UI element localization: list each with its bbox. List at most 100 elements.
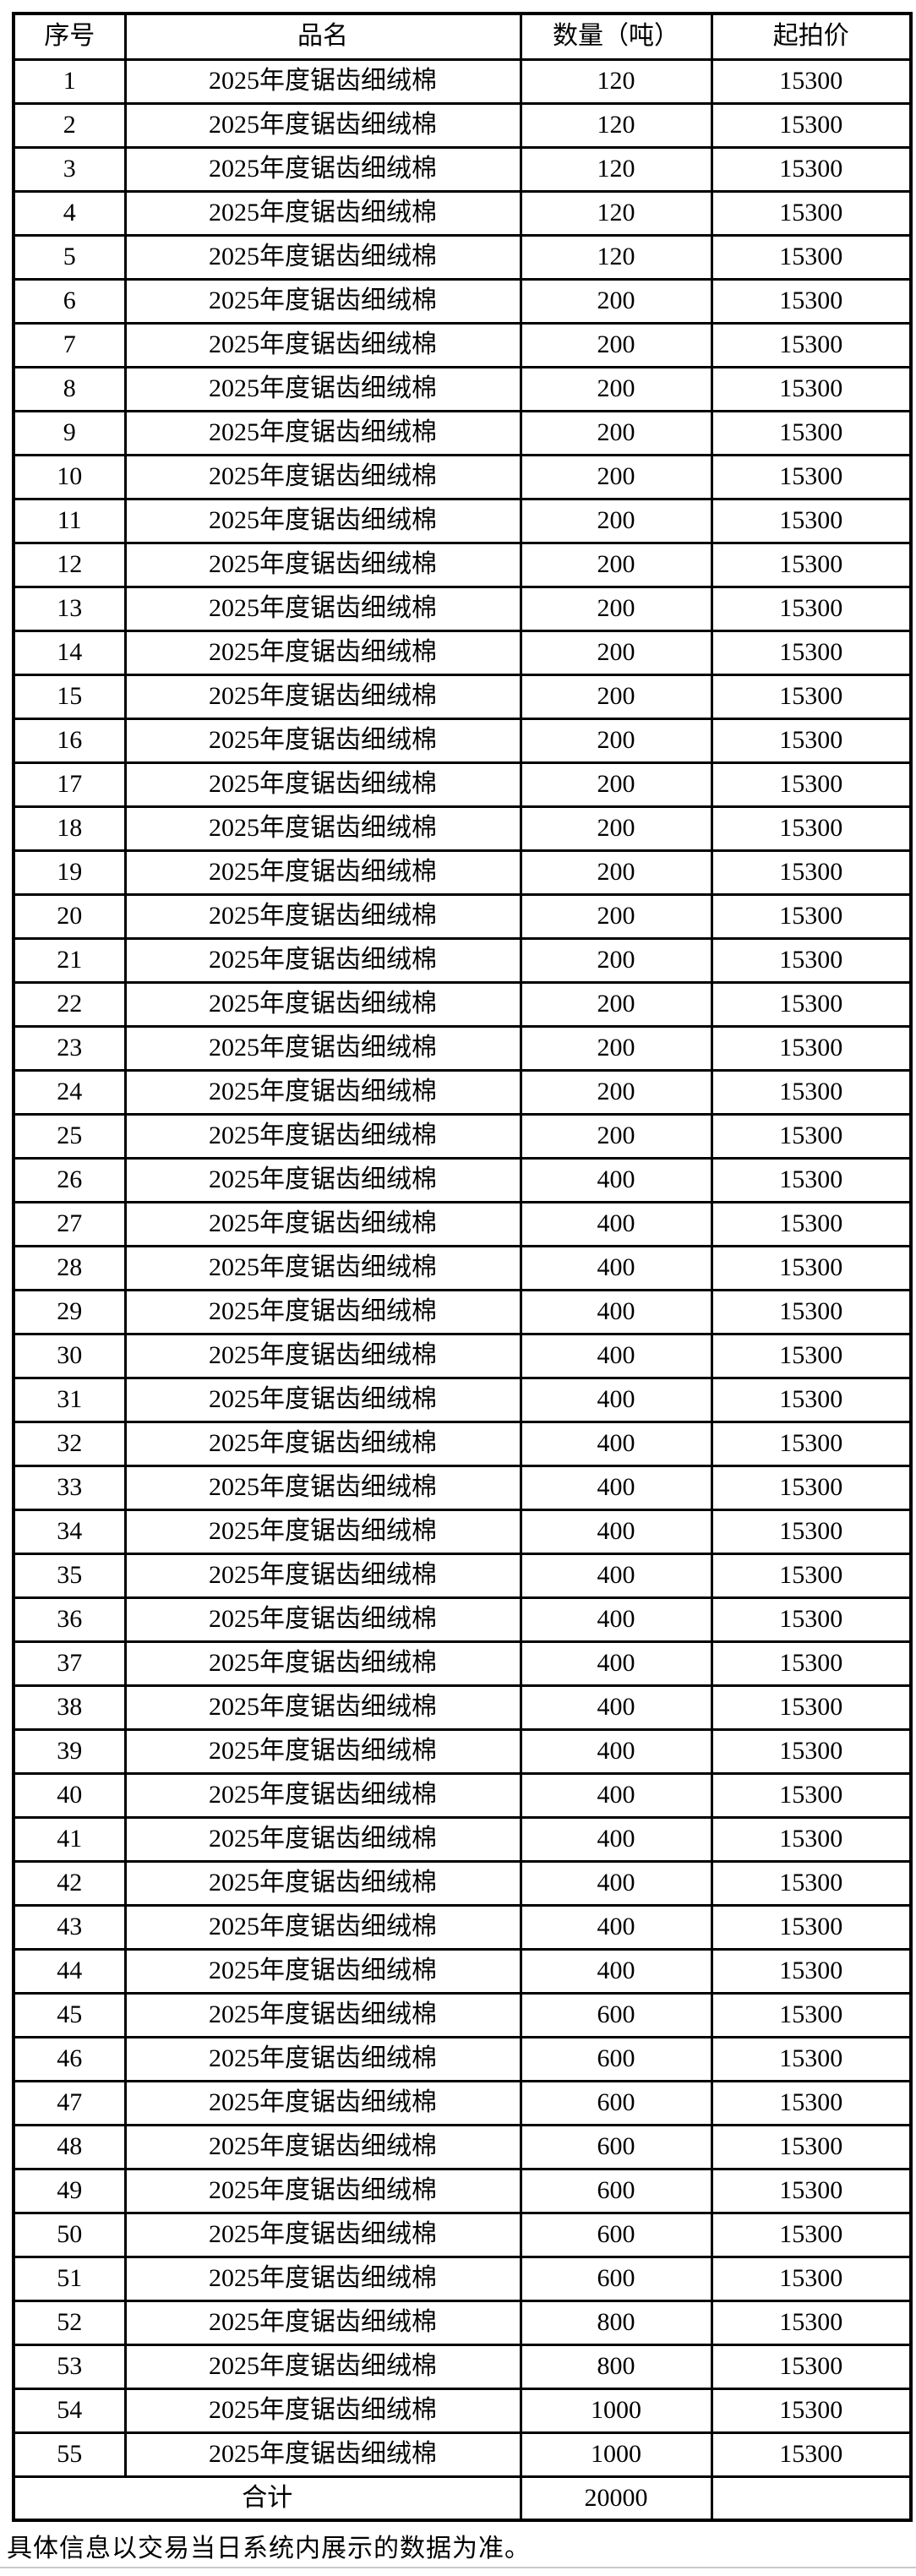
cell-serial-number: 41 <box>12 1815 127 1863</box>
cell-serial-number: 30 <box>12 1332 127 1379</box>
cell-serial-number: 23 <box>12 1024 127 1072</box>
cell-quantity: 400 <box>519 1684 713 1731</box>
cell-quantity: 800 <box>519 2299 713 2346</box>
cell-serial-number: 48 <box>12 2123 127 2170</box>
cell-quantity: 200 <box>519 717 713 764</box>
cell-starting-price: 15300 <box>710 1112 913 1160</box>
cell-quantity: 200 <box>519 892 713 940</box>
cell-starting-price: 15300 <box>710 1991 913 2038</box>
cell-starting-price: 15300 <box>710 2431 913 2478</box>
cell-serial-number: 1 <box>12 57 127 105</box>
cell-quantity: 600 <box>519 2211 713 2258</box>
table-row: 8 2025年度锯齿细绒棉 200 15300 <box>12 365 913 412</box>
cell-starting-price: 15300 <box>710 1684 913 1731</box>
cell-starting-price: 15300 <box>710 321 913 368</box>
cell-starting-price: 15300 <box>710 673 913 720</box>
cell-serial-number: 22 <box>12 980 127 1028</box>
table-row: 34 2025年度锯齿细绒棉 400 15300 <box>12 1508 913 1555</box>
header-row: 序号 品名 数量（吨） 起拍价 <box>12 12 913 61</box>
cell-product-name: 2025年度锯齿细绒棉 <box>123 980 522 1028</box>
table-row: 16 2025年度锯齿细绒棉 200 15300 <box>12 717 913 764</box>
cell-serial-number: 9 <box>12 409 127 456</box>
cell-quantity: 400 <box>519 1376 713 1423</box>
cell-starting-price: 15300 <box>710 2035 913 2082</box>
table-row: 46 2025年度锯齿细绒棉 600 15300 <box>12 2035 913 2082</box>
cell-product-name: 2025年度锯齿细绒棉 <box>123 277 522 325</box>
cell-serial-number: 37 <box>12 1640 127 1687</box>
cell-quantity: 200 <box>519 453 713 500</box>
table-row: 53 2025年度锯齿细绒棉 800 15300 <box>12 2343 913 2390</box>
cell-starting-price: 15300 <box>710 1640 913 1687</box>
table-row: 43 2025年度锯齿细绒棉 400 15300 <box>12 1903 913 1951</box>
cell-starting-price: 15300 <box>710 1376 913 1423</box>
cell-serial-number: 38 <box>12 1684 127 1731</box>
cell-starting-price: 15300 <box>710 145 913 193</box>
cell-starting-price: 15300 <box>710 1508 913 1555</box>
table-row: 27 2025年度锯齿细绒棉 400 15300 <box>12 1200 913 1247</box>
cell-starting-price: 15300 <box>710 2079 913 2126</box>
cell-starting-price: 15300 <box>710 1859 913 1907</box>
cell-product-name: 2025年度锯齿细绒棉 <box>123 761 522 808</box>
table-row: 42 2025年度锯齿细绒棉 400 15300 <box>12 1859 913 1907</box>
table-row: 52 2025年度锯齿细绒棉 800 15300 <box>12 2299 913 2346</box>
table-row: 9 2025年度锯齿细绒棉 200 15300 <box>12 409 913 456</box>
cell-product-name: 2025年度锯齿细绒棉 <box>123 2431 522 2478</box>
cell-serial-number: 35 <box>12 1552 127 1599</box>
cell-starting-price: 15300 <box>710 1024 913 1072</box>
table-row: 50 2025年度锯齿细绒棉 600 15300 <box>12 2211 913 2258</box>
cell-serial-number: 40 <box>12 1771 127 1819</box>
table-row: 48 2025年度锯齿细绒棉 600 15300 <box>12 2123 913 2170</box>
cell-starting-price: 15300 <box>710 1244 913 1291</box>
cell-product-name: 2025年度锯齿细绒棉 <box>123 1552 522 1599</box>
cell-serial-number: 18 <box>12 805 127 852</box>
cell-product-name: 2025年度锯齿细绒棉 <box>123 2079 522 2126</box>
cell-product-name: 2025年度锯齿细绒棉 <box>123 1112 522 1160</box>
cell-starting-price: 15300 <box>710 936 913 984</box>
cell-product-name: 2025年度锯齿细绒棉 <box>123 1684 522 1731</box>
table-row: 25 2025年度锯齿细绒棉 200 15300 <box>12 1112 913 1160</box>
cell-product-name: 2025年度锯齿细绒棉 <box>123 805 522 852</box>
cell-serial-number: 49 <box>12 2167 127 2214</box>
cell-serial-number: 51 <box>12 2255 127 2302</box>
cell-product-name: 2025年度锯齿细绒棉 <box>123 2167 522 2214</box>
cell-starting-price: 15300 <box>710 1596 913 1643</box>
table-row: 18 2025年度锯齿细绒棉 200 15300 <box>12 805 913 852</box>
cell-serial-number: 20 <box>12 892 127 940</box>
cell-quantity: 400 <box>519 1727 713 1775</box>
cell-product-name: 2025年度锯齿细绒棉 <box>123 1068 522 1116</box>
cell-quantity: 200 <box>519 365 713 412</box>
table-header: 序号 品名 数量（吨） 起拍价 <box>12 12 913 61</box>
cell-serial-number: 12 <box>12 541 127 588</box>
cell-starting-price: 15300 <box>710 2123 913 2170</box>
cell-serial-number: 33 <box>12 1464 127 1511</box>
table-row: 49 2025年度锯齿细绒棉 600 15300 <box>12 2167 913 2214</box>
cell-product-name: 2025年度锯齿细绒棉 <box>123 101 522 149</box>
header-starting-price: 起拍价 <box>710 12 913 61</box>
cell-serial-number: 50 <box>12 2211 127 2258</box>
table-row: 28 2025年度锯齿细绒棉 400 15300 <box>12 1244 913 1291</box>
cell-starting-price: 15300 <box>710 761 913 808</box>
cell-quantity: 400 <box>519 1815 713 1863</box>
cell-serial-number: 24 <box>12 1068 127 1116</box>
table-row: 37 2025年度锯齿细绒棉 400 15300 <box>12 1640 913 1687</box>
cell-quantity: 120 <box>519 57 713 105</box>
cell-starting-price: 15300 <box>710 1771 913 1819</box>
cell-starting-price: 15300 <box>710 1552 913 1599</box>
cell-serial-number: 42 <box>12 1859 127 1907</box>
table-row: 14 2025年度锯齿细绒棉 200 15300 <box>12 629 913 676</box>
cell-quantity: 200 <box>519 936 713 984</box>
cell-product-name: 2025年度锯齿细绒棉 <box>123 585 522 632</box>
cell-serial-number: 14 <box>12 629 127 676</box>
total-price-empty <box>710 2475 913 2522</box>
cell-starting-price: 15300 <box>710 849 913 896</box>
cell-starting-price: 15300 <box>710 1727 913 1775</box>
cell-serial-number: 26 <box>12 1156 127 1203</box>
cell-product-name: 2025年度锯齿细绒棉 <box>123 1332 522 1379</box>
table-row: 36 2025年度锯齿细绒棉 400 15300 <box>12 1596 913 1643</box>
cell-quantity: 400 <box>519 1200 713 1247</box>
cell-product-name: 2025年度锯齿细绒棉 <box>123 145 522 193</box>
table-row: 3 2025年度锯齿细绒棉 120 15300 <box>12 145 913 193</box>
cell-quantity: 200 <box>519 673 713 720</box>
cell-quantity: 120 <box>519 189 713 237</box>
cell-product-name: 2025年度锯齿细绒棉 <box>123 1815 522 1863</box>
